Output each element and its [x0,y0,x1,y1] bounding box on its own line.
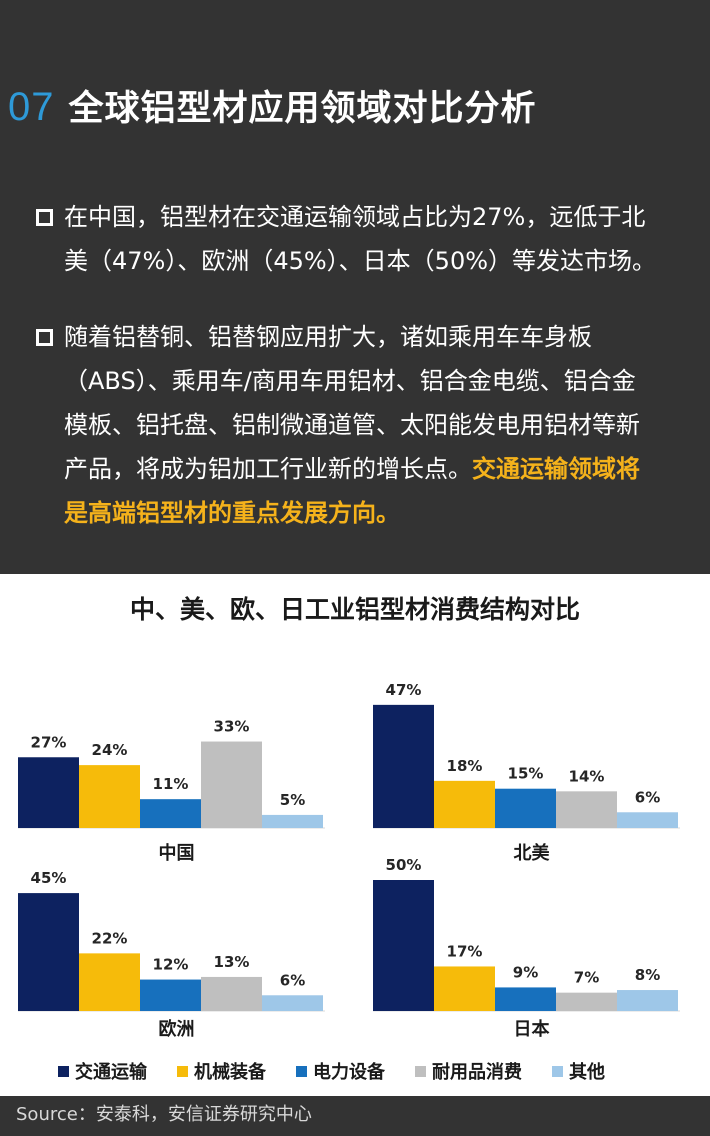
legend-label: 交通运输 [75,1062,147,1083]
chart-region-label: 欧洲 [159,1018,195,1040]
chart-region-label: 中国 [159,842,195,864]
chart-panel-3: 50% 17% 9% 7% 8% 日本 [373,856,680,1040]
chart-title: 中、美、欧、日工业铝型材消费结构对比 [129,595,580,624]
chart-data-label: 24% [92,741,128,759]
legend-item-transport: 交通运输 [58,1058,147,1084]
chart-data-label: 14% [569,767,605,785]
chart-data-label: 45% [31,869,67,887]
legend-item-machinery: 机械装备 [177,1058,266,1084]
page-title: 全球铝型材应用领域对比分析 [68,89,537,129]
chart-bar [617,812,678,828]
chart-data-label: 6% [280,971,305,989]
chart-bar [434,780,495,828]
chart-panel-0: 27% 24% 11% 33% 5% 中国 [18,718,325,864]
legend-swatch [415,1065,426,1077]
square-bullet-icon [36,329,53,346]
page-header: 07 全球铝型材应用领域对比分析 [8,80,537,136]
chart-data-label: 15% [508,765,544,783]
chart-data-label: 9% [513,963,538,981]
chart-panel-1: 47% 18% 15% 14% 6% 北美 [373,681,680,864]
chart-bar [201,741,262,828]
legend-swatch [177,1065,188,1077]
chart-data-label: 8% [635,966,660,984]
chart-region-label: 北美 [514,842,550,864]
square-bullet-icon [36,209,53,226]
chart-bar [18,893,79,1011]
chart-bar [79,953,140,1011]
chart-bar [140,979,201,1011]
section-number: 07 [8,85,55,129]
chart-data-label: 22% [92,929,128,947]
legend-label: 其他 [569,1062,605,1083]
bullet-2-line-1: 随着铝替铜、铝替钢应用扩大，诸如乘用车车身板 [64,323,592,351]
bullet-2-line-2: （ABS）、乘用车/商用车用铝材、铝合金电缆、铝合金 [64,367,636,395]
bullet-2-line-4-plain: 产品，将成为铝加工行业新的增长点。 [64,455,472,483]
chart-data-label: 27% [31,733,67,751]
chart-bar [495,987,556,1011]
bullet-2-highlight-line: 是高端铝型材的重点发展方向。 [64,499,400,527]
chart-data-label: 5% [280,791,305,809]
chart-bar [556,791,617,828]
chart-data-label: 33% [214,718,250,736]
legend-item-other: 其他 [552,1058,605,1084]
bar-charts: 27% 24% 11% 33% 5% 中国 47% 18% 15% 14% 6% 北美 45% 22% 12… [18,681,680,1040]
chart-bar [556,992,617,1011]
source-note: Source：安泰科，安信证券研究中心 [16,1104,312,1125]
chart-data-label: 11% [153,775,189,793]
chart-bar [201,976,262,1011]
legend-label: 电力设备 [313,1062,385,1083]
bullet-point-1: 在中国，铝型材在交通运输领域占比为27%，远低于北 美（47%）、欧洲（45%）… [34,195,698,283]
chart-bar [617,990,678,1011]
legend-swatch [296,1065,307,1077]
legend-swatch [58,1065,69,1077]
chart-bar [140,799,201,828]
legend-label: 耐用品消费 [432,1062,522,1083]
bullet-1-line-1: 在中国，铝型材在交通运输领域占比为27%，远低于北 [64,203,646,231]
bullet-2-line-3: 模板、铝托盘、铝制微通道管、太阳能发电用铝材等新 [64,411,640,439]
bullet-1-line-2: 美（47%）、欧洲（45%）、日本（50%）等发达市场。 [64,247,657,275]
bullet-point-2: 随着铝替铜、铝替钢应用扩大，诸如乘用车车身板 （ABS）、乘用车/商用车用铝材、… [34,315,698,535]
chart-bar [262,814,323,828]
chart-data-label: 7% [574,969,599,987]
chart-bar [18,757,79,828]
chart-data-label: 6% [635,788,660,806]
chart-data-label: 13% [214,953,250,971]
legend-label: 机械装备 [194,1062,266,1083]
chart-bar [373,704,434,828]
chart-data-label: 47% [386,681,422,699]
legend-item-power: 电力设备 [296,1058,385,1084]
chart-panel-2: 45% 22% 12% 13% 6% 欧洲 [18,869,325,1040]
bullet-2-line-4-highlight: 交通运输领域将 [472,455,640,483]
chart-bar [434,966,495,1011]
legend-swatch [552,1065,563,1077]
chart-legend: 交通运输 机械装备 电力设备 耐用品消费 其他 [58,1058,635,1084]
chart-data-label: 17% [447,942,483,960]
chart-bar [262,995,323,1011]
chart-data-label: 12% [153,956,189,974]
bullet-2-line-4: 产品，将成为铝加工行业新的增长点。交通运输领域将 [64,447,698,491]
chart-bar [373,880,434,1011]
legend-item-durables: 耐用品消费 [415,1058,522,1084]
chart-data-label: 18% [447,757,483,775]
chart-data-label: 50% [386,856,422,874]
chart-bar [79,765,140,828]
chart-bar [495,788,556,828]
chart-region-label: 日本 [514,1018,550,1040]
